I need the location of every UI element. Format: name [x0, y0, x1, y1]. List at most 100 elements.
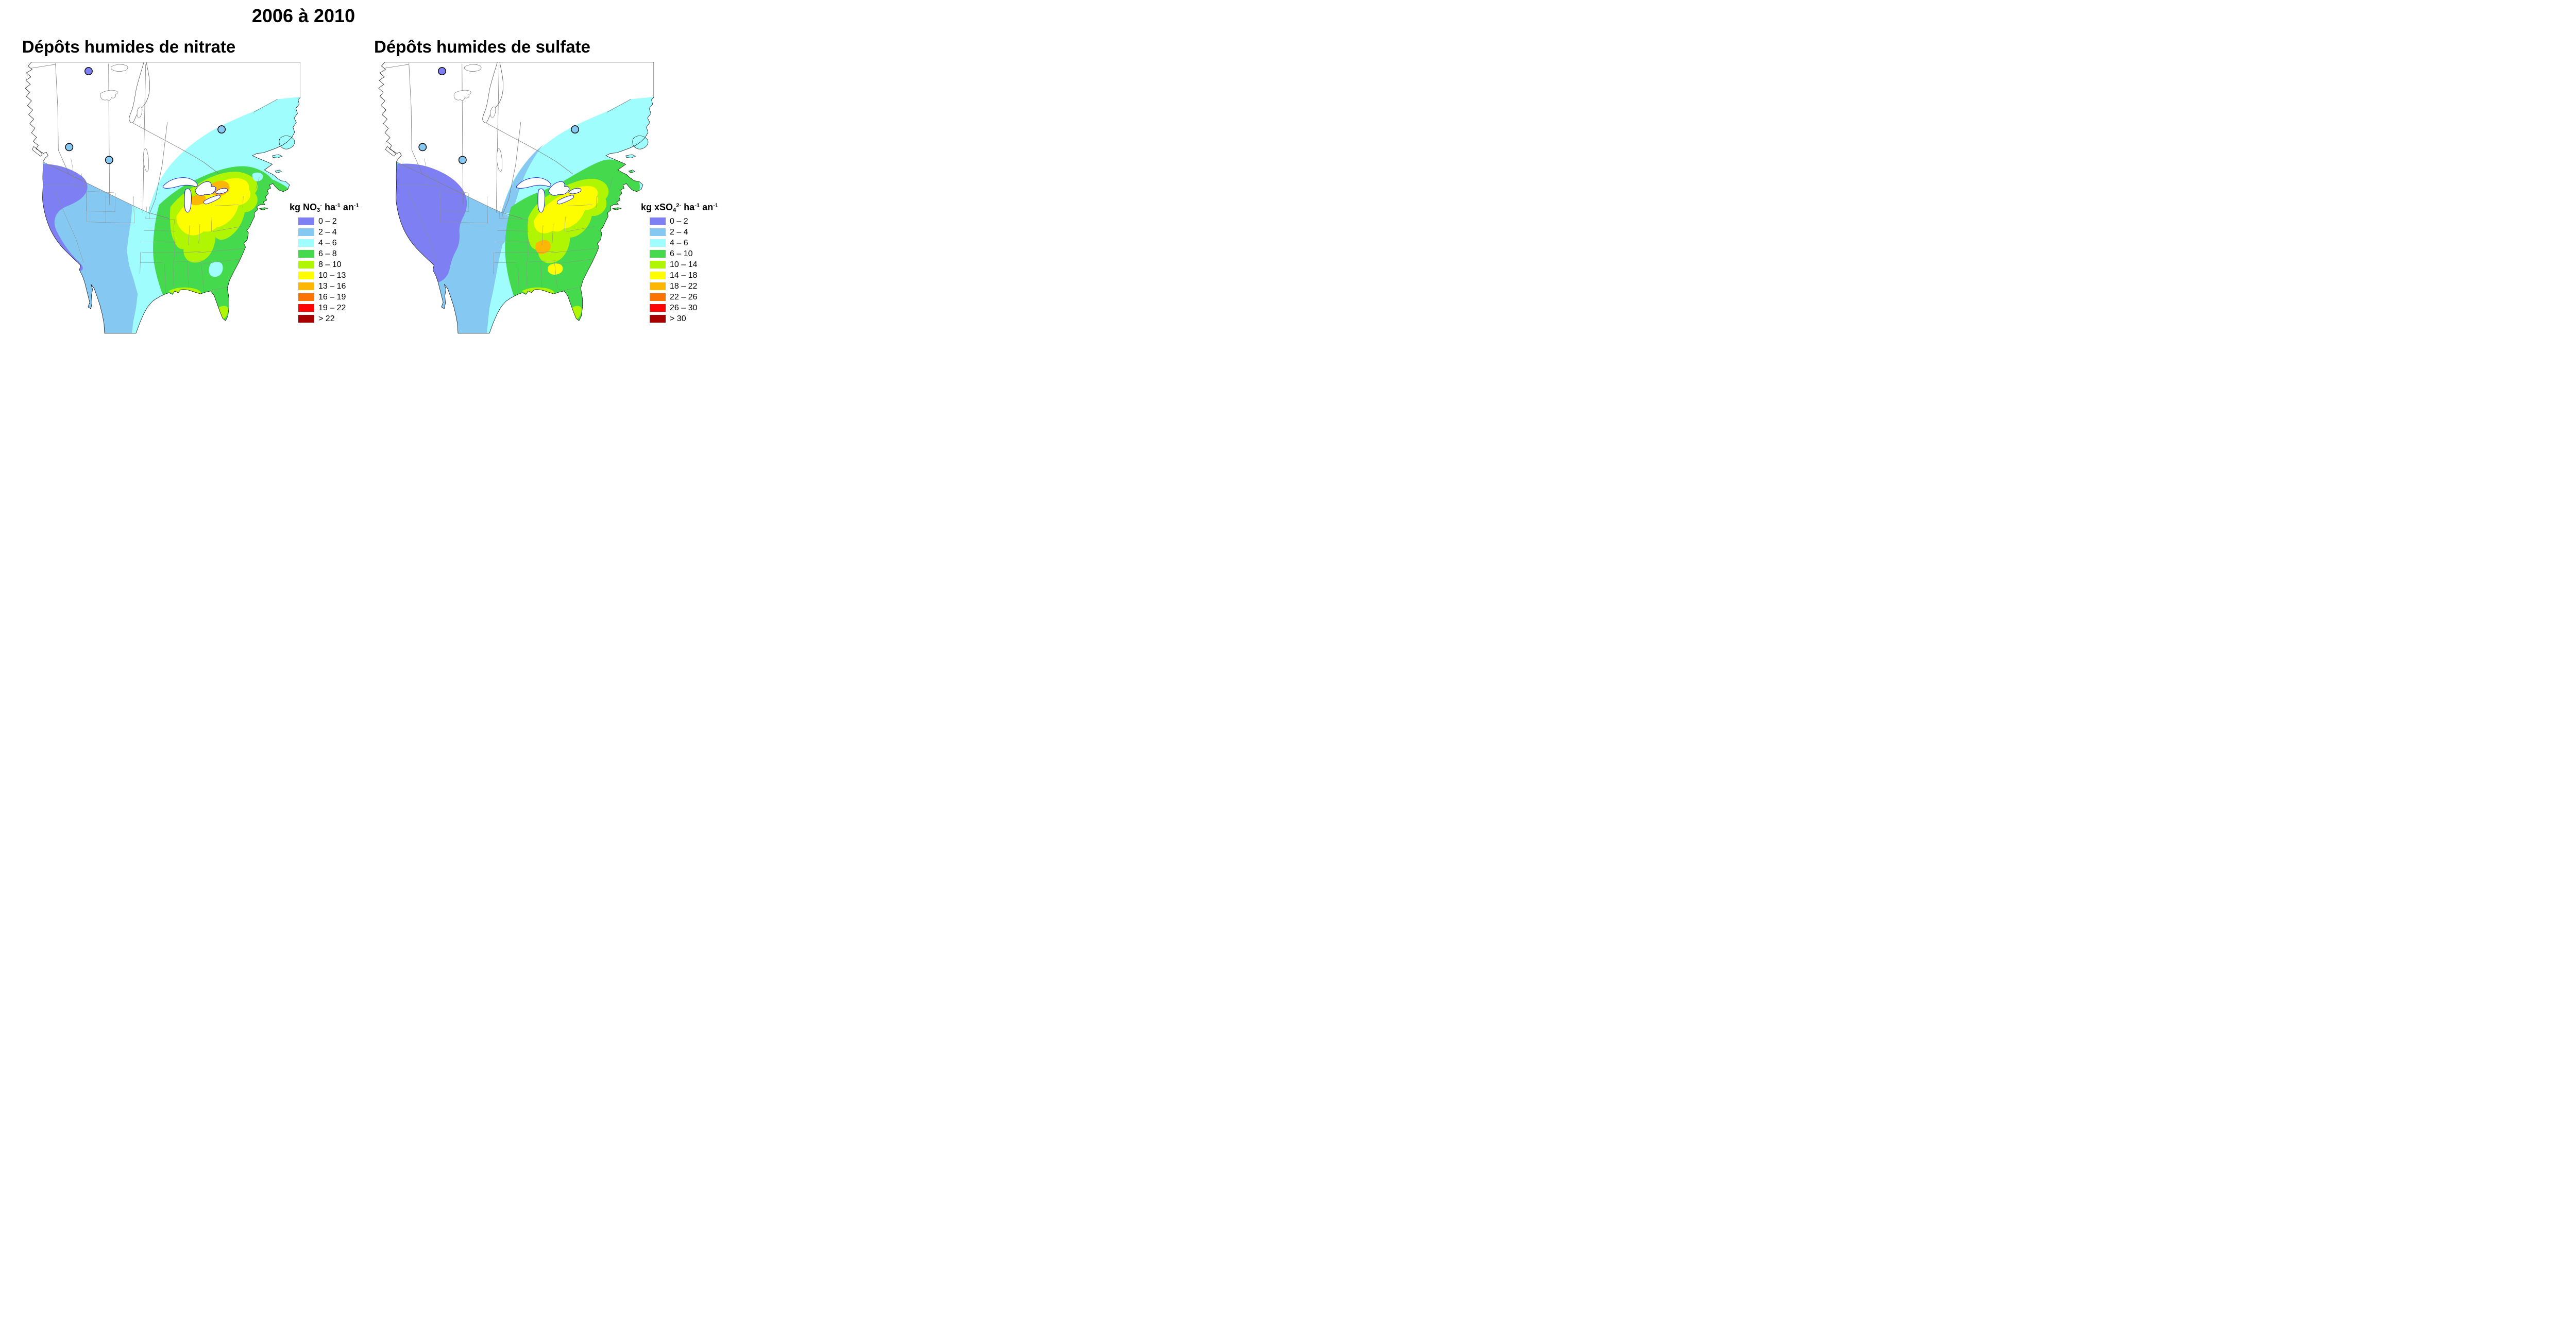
legend-swatch — [650, 228, 666, 236]
great-lake — [195, 181, 216, 196]
sulfate-map — [368, 62, 654, 333]
legend-row: 10 – 14 — [641, 260, 718, 269]
legend-swatch — [298, 293, 314, 301]
legend-label: 4 – 6 — [318, 238, 337, 247]
legend-label: 14 – 18 — [670, 271, 698, 280]
northern-lake — [100, 90, 118, 101]
legend-swatch — [298, 282, 314, 290]
coastline — [378, 62, 654, 333]
legend-swatch — [650, 261, 666, 269]
great-lake — [203, 195, 221, 205]
contour-region-bin-1 — [501, 145, 544, 213]
legend-label: 18 – 22 — [670, 281, 698, 291]
northern-lake — [137, 106, 143, 118]
great-lake — [548, 181, 570, 196]
great-lake — [568, 188, 582, 194]
legend-label: > 22 — [318, 314, 335, 323]
legend-label: 10 – 14 — [670, 260, 698, 269]
island-coastline — [625, 154, 636, 158]
map-title-nitrate: Dépôts humides de nitrate — [22, 37, 236, 56]
legend-label: 2 – 4 — [670, 227, 688, 237]
legend-label: 6 – 10 — [670, 249, 693, 258]
station-dot — [458, 156, 467, 164]
legend-swatch — [650, 250, 666, 258]
legend-label: 16 – 19 — [318, 292, 346, 301]
contour-region-bin-2 — [252, 172, 263, 181]
legend-label: 22 – 26 — [670, 292, 698, 301]
great-lake — [184, 188, 192, 213]
island — [32, 146, 43, 157]
legend-swatch — [650, 293, 666, 301]
great-lake — [556, 195, 574, 205]
station-dot — [84, 67, 93, 76]
legend-label: 8 – 10 — [318, 260, 342, 269]
map-svg-nitrate — [25, 62, 300, 333]
legend-row: 14 – 18 — [641, 271, 718, 280]
contour-region-bin-5 — [534, 186, 598, 233]
legend-swatch — [650, 272, 666, 279]
legend-swatch — [650, 282, 666, 290]
island-coastline — [31, 146, 43, 157]
legend-swatch — [650, 239, 666, 247]
legend-swatch — [298, 261, 314, 269]
legend-row: 6 – 10 — [641, 249, 718, 258]
coastline — [25, 62, 300, 333]
contour-region-bin-5 — [176, 178, 251, 236]
island-coastline — [385, 146, 396, 157]
legend-swatch — [298, 304, 314, 312]
legend-label: 6 – 8 — [318, 249, 337, 258]
legend-swatch — [650, 304, 666, 312]
legend-row: 2 – 4 — [641, 227, 718, 237]
hudson-bay — [129, 62, 150, 123]
station-dot — [65, 143, 74, 152]
legend-label: 0 – 2 — [670, 216, 688, 226]
nitrate-map — [15, 62, 300, 333]
legend-swatch — [650, 315, 666, 323]
great-lake — [537, 188, 546, 213]
legend-swatch — [298, 228, 314, 236]
legend-row: 6 – 8 — [290, 249, 380, 258]
northern-lake — [111, 64, 128, 72]
legend-row: 2 – 4 — [290, 227, 380, 237]
legend-title-nitrate: kg NO3- ha-1 an-1 — [290, 202, 359, 214]
legend-row: 4 – 6 — [641, 239, 718, 247]
island-coastline — [632, 136, 649, 149]
station-dot — [418, 143, 427, 152]
station-dot — [438, 67, 446, 76]
legend-row: 26 – 30 — [641, 304, 718, 312]
legend-label: 19 – 22 — [318, 303, 346, 312]
northern-lake — [464, 64, 482, 72]
island-coastline — [628, 170, 636, 173]
legend-label: 26 – 30 — [670, 303, 698, 312]
legend-row: 19 – 22 — [290, 304, 380, 312]
legend-row: > 22 — [290, 314, 380, 323]
map-title-sulfate: Dépôts humides de sulfate — [374, 37, 590, 56]
island-coastline — [612, 207, 622, 210]
station-dot — [105, 156, 113, 164]
legend-row: 10 – 13 — [290, 271, 380, 280]
legend-label: 0 – 2 — [318, 216, 337, 226]
figure-title: 2006 à 2010 — [251, 5, 355, 26]
legend-row: 0 – 2 — [290, 216, 380, 226]
contour-region-bin-6 — [190, 194, 206, 206]
legend-label: 4 – 6 — [670, 238, 688, 247]
legend-swatch — [298, 217, 314, 225]
legend-row: 16 – 19 — [290, 293, 380, 301]
legend-row: 8 – 10 — [290, 260, 380, 269]
northern-lake — [496, 148, 503, 172]
contour-region-bin-2 — [209, 261, 223, 277]
great-lake — [215, 188, 228, 194]
state-borders — [396, 158, 613, 292]
legend-label: 2 – 4 — [318, 227, 337, 237]
figure-canvas: 2006 à 2010 Dépôts humides de nitrate Dé… — [0, 0, 718, 335]
great-lake — [516, 177, 551, 189]
legend-label: > 30 — [670, 314, 686, 323]
contour-region-bin-6 — [535, 240, 551, 255]
northern-lake — [143, 148, 149, 172]
station-dot — [571, 125, 580, 134]
legend-row: 18 – 22 — [641, 281, 718, 291]
legend-swatch — [298, 239, 314, 247]
island — [385, 146, 396, 157]
